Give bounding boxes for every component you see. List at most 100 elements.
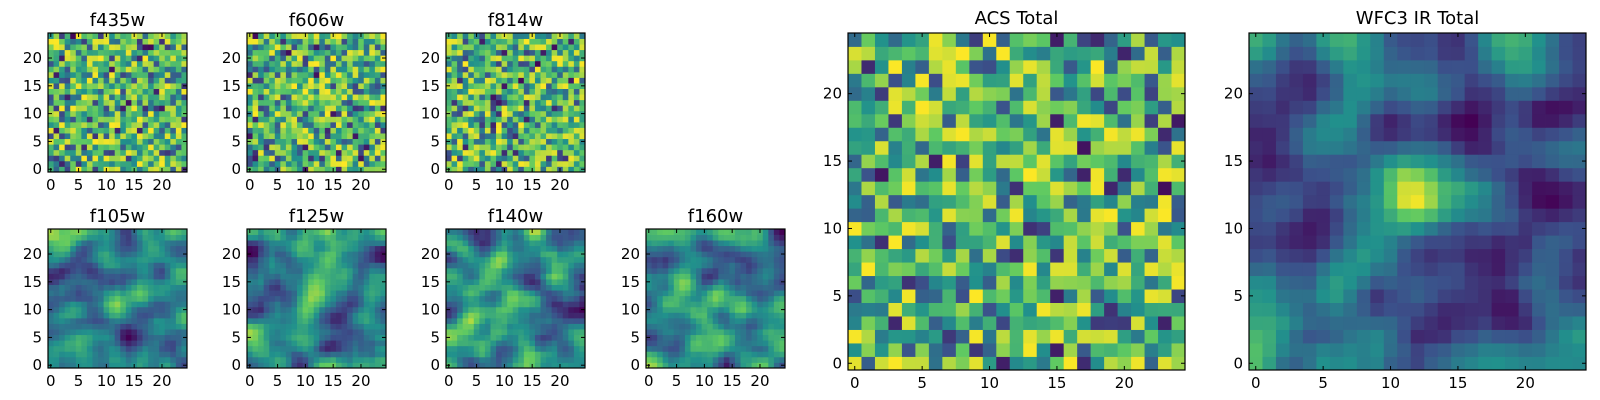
- heatmap-cell: [1171, 343, 1186, 357]
- heatmap-cell: [252, 312, 259, 319]
- heatmap-cell: [269, 166, 276, 173]
- heatmap-cell: [479, 138, 486, 145]
- heatmap-cell: [573, 105, 580, 112]
- heatmap-cell: [673, 262, 680, 269]
- heatmap-cell: [696, 284, 702, 291]
- heatmap-cell: [646, 234, 652, 241]
- heatmap-cell: [302, 133, 309, 140]
- heatmap-cell: [740, 256, 747, 263]
- heatmap-cell: [751, 362, 758, 369]
- heatmap-cell: [562, 149, 569, 156]
- heatmap-cell: [668, 262, 675, 269]
- heatmap-cell: [374, 234, 381, 241]
- heatmap-cell: [103, 240, 110, 247]
- heatmap-cell: [330, 262, 337, 269]
- heatmap-cell: [164, 312, 171, 319]
- heatmap-cell: [263, 329, 270, 336]
- heatmap-cell: [451, 362, 458, 369]
- heatmap-cell: [473, 306, 480, 313]
- heatmap-cell: [358, 251, 365, 258]
- heatmap-cell: [330, 240, 337, 247]
- heatmap-cell: [285, 110, 292, 117]
- heatmap-cell: [114, 133, 121, 140]
- heatmap-cell: [120, 312, 127, 319]
- heatmap-cell: [551, 44, 558, 51]
- heatmap-cell: [507, 77, 514, 84]
- heatmap-cell: [153, 329, 160, 336]
- heatmap-cell: [153, 149, 160, 156]
- heatmap-cell: [446, 88, 452, 95]
- heatmap-cell: [679, 295, 686, 302]
- heatmap-cell: [280, 71, 287, 78]
- heatmap-cell: [773, 323, 780, 330]
- heatmap-cell: [673, 334, 680, 341]
- heatmap-cell: [734, 245, 741, 252]
- heatmap-cell: [673, 240, 680, 247]
- heatmap-cell: [473, 83, 480, 89]
- heatmap-cell: [657, 290, 664, 297]
- heatmap-cell: [374, 83, 381, 89]
- heatmap-cell: [757, 295, 764, 302]
- heatmap-cell: [479, 60, 486, 67]
- heatmap-cell: [136, 99, 143, 106]
- heatmap-cell: [335, 306, 342, 313]
- heatmap-cell: [347, 166, 354, 173]
- heatmap-cell: [457, 229, 464, 235]
- heatmap-cell: [159, 279, 166, 285]
- heatmap-cell: [247, 267, 253, 274]
- heatmap-cell: [159, 345, 166, 352]
- heatmap-cell: [473, 273, 480, 280]
- heatmap-cell: [148, 312, 155, 319]
- heatmap-cell: [723, 229, 730, 235]
- heatmap-cell: [98, 251, 104, 258]
- heatmap-cell: [153, 334, 160, 341]
- heatmap-cell: [175, 66, 182, 73]
- heatmap-cell: [48, 290, 54, 297]
- heatmap-cell: [352, 279, 359, 285]
- heatmap-cell: [313, 105, 320, 112]
- heatmap-cell: [131, 251, 138, 258]
- heatmap-cell: [131, 240, 138, 247]
- heatmap-cell: [285, 262, 292, 269]
- heatmap-cell: [86, 110, 93, 117]
- heatmap-cell: [462, 356, 469, 363]
- heatmap-cell: [153, 160, 160, 167]
- heatmap-cell: [562, 245, 569, 252]
- heatmap-cell: [136, 149, 143, 156]
- heatmap-cell: [181, 60, 188, 67]
- heatmap-cell: [164, 160, 171, 167]
- heatmap-cell: [92, 351, 99, 358]
- heatmap-cell: [915, 356, 930, 371]
- heatmap-cell: [175, 351, 182, 358]
- heatmap-cell: [280, 116, 287, 123]
- heatmap-cell: [768, 301, 775, 308]
- heatmap-cell: [308, 240, 315, 247]
- heatmap-cell: [164, 149, 171, 156]
- heatmap-cell: [308, 99, 315, 106]
- heatmap-cell: [313, 356, 320, 363]
- heatmap-cell: [1077, 289, 1092, 303]
- heatmap-cell: [529, 334, 536, 341]
- heatmap-cell: [746, 356, 753, 363]
- heatmap-cell: [70, 155, 77, 162]
- heatmap-cell: [363, 262, 370, 269]
- heatmap-cell: [1050, 275, 1065, 290]
- heatmap-cell: [562, 66, 569, 73]
- heatmap-cell: [148, 38, 155, 45]
- heatmap-cell: [153, 49, 160, 56]
- heatmap-cell: [341, 329, 348, 336]
- heatmap-cell: [53, 99, 60, 106]
- heatmap-cell: [696, 295, 702, 302]
- heatmap-cell: [668, 240, 675, 247]
- heatmap-cell: [646, 256, 652, 263]
- heatmap-cell: [341, 245, 348, 252]
- heatmap-cell: [319, 301, 326, 308]
- heatmap-cell: [874, 302, 889, 317]
- heatmap-cell: [512, 251, 519, 258]
- heatmap-cell: [861, 167, 876, 182]
- heatmap-cell: [1117, 316, 1132, 330]
- heatmap-cell: [103, 301, 110, 308]
- heatmap-cell: [568, 155, 575, 162]
- heatmap-cell: [928, 275, 943, 290]
